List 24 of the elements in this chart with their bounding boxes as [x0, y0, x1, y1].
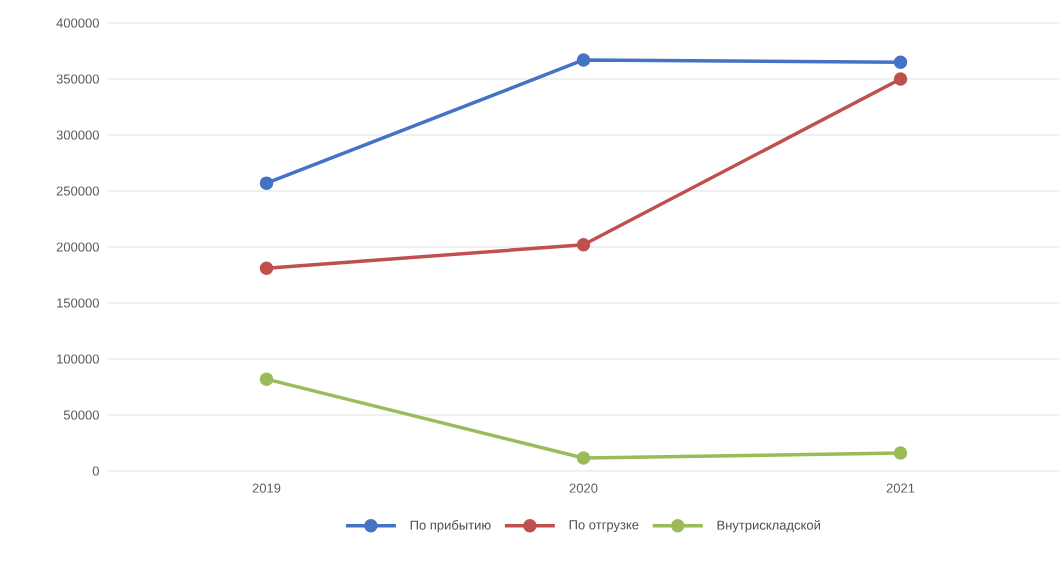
- point: [259, 176, 274, 190]
- x-tick-label: 2021: [886, 483, 915, 493]
- y-tick-label: 150000: [57, 298, 99, 308]
- y-tick-label: 400000: [56, 18, 99, 28]
- point: [893, 72, 908, 86]
- y-tick-label: 250000: [56, 186, 99, 196]
- x-tick-label: 2019: [252, 483, 281, 493]
- point: [576, 238, 591, 252]
- point: [576, 53, 591, 67]
- x-tick-label: 2020: [569, 483, 598, 493]
- point: [259, 261, 274, 276]
- y-tick-label: 100000: [57, 354, 99, 364]
- y-tick-label: 50000: [63, 410, 99, 420]
- y-tick-label: 350000: [56, 74, 99, 84]
- legend-label: По прибытию: [410, 520, 491, 533]
- legend-label: Внутрискладской: [717, 519, 820, 533]
- point: [259, 372, 274, 386]
- point: [893, 446, 908, 460]
- y-tick-label: 300000: [56, 130, 99, 140]
- legend-label: По отгрузке: [569, 520, 639, 532]
- point: [893, 55, 908, 69]
- point: [576, 451, 591, 465]
- y-tick-label: 200000: [56, 242, 99, 252]
- y-tick-label: 0: [92, 466, 99, 476]
